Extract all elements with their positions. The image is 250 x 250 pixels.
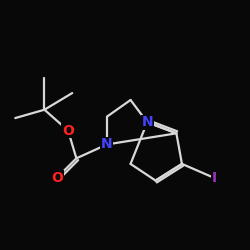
Text: N: N: [101, 138, 113, 151]
Text: N: N: [142, 115, 153, 129]
Text: I: I: [211, 171, 216, 185]
Text: O: O: [51, 171, 63, 185]
Text: O: O: [62, 124, 74, 138]
